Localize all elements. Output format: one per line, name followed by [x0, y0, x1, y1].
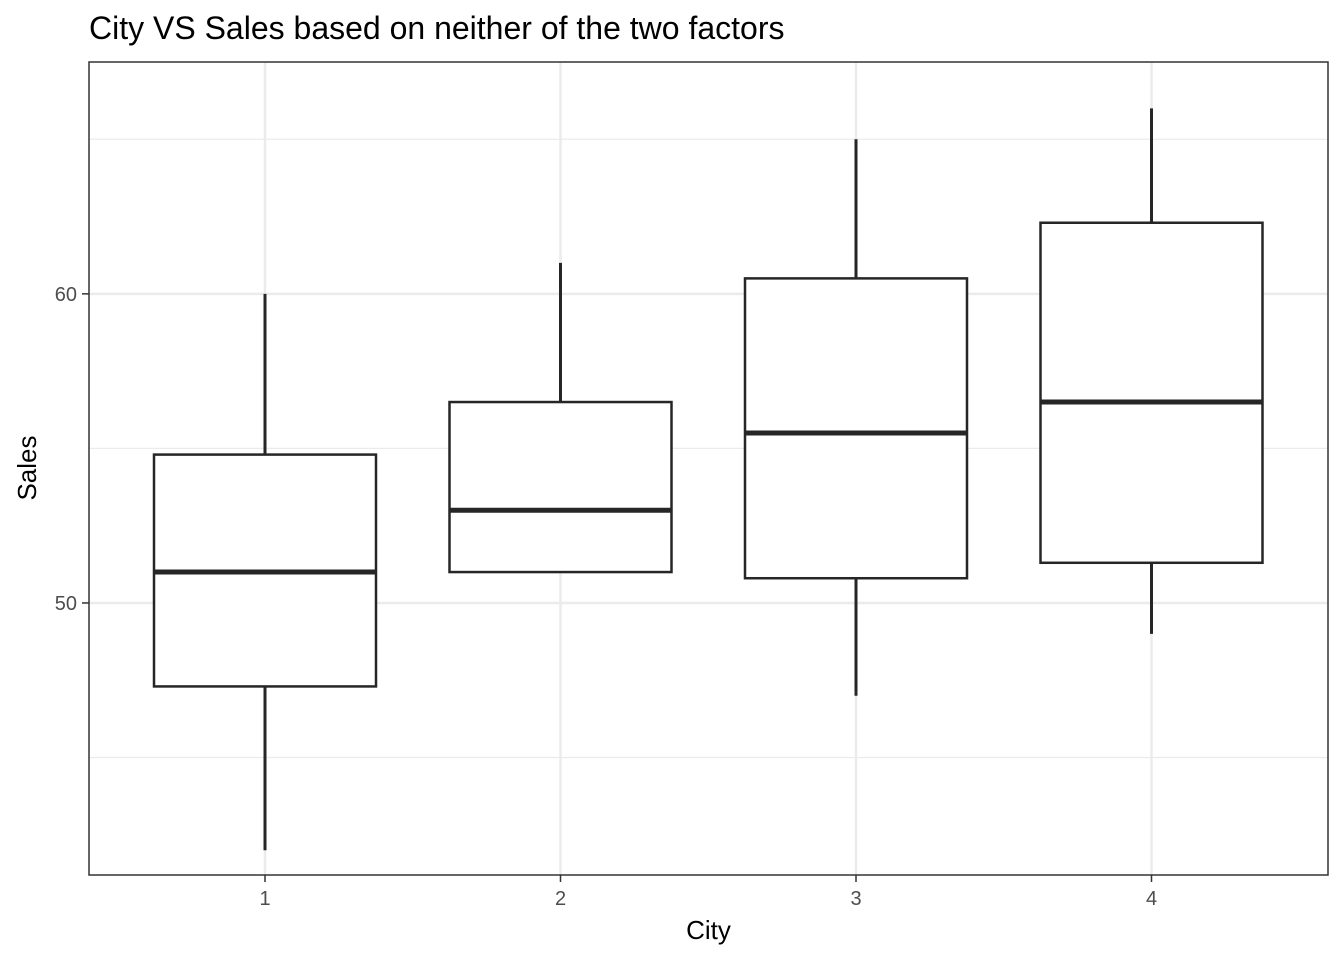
box-layer [152, 108, 1264, 851]
panel-border [88, 61, 1329, 876]
chart-title: City VS Sales based on neither of the tw… [89, 10, 784, 46]
x-tick-label: 4 [1146, 888, 1157, 910]
box-body [1039, 221, 1264, 565]
y-axis-title: Sales [12, 435, 42, 500]
box-body [448, 400, 673, 574]
x-tick-label: 2 [555, 888, 566, 910]
box-4 [1039, 108, 1264, 634]
x-tick-label: 1 [259, 888, 270, 910]
box-body [743, 277, 969, 580]
axis-layer: 50 60 1 2 3 4 [55, 284, 1157, 910]
box-3 [743, 139, 969, 696]
x-axis-title: City [686, 915, 731, 945]
x-tick-label: 3 [850, 888, 861, 910]
y-tick-label: 60 [55, 284, 77, 306]
box-1 [152, 293, 378, 851]
box-2 [448, 262, 673, 574]
y-tick-label: 50 [55, 593, 77, 615]
